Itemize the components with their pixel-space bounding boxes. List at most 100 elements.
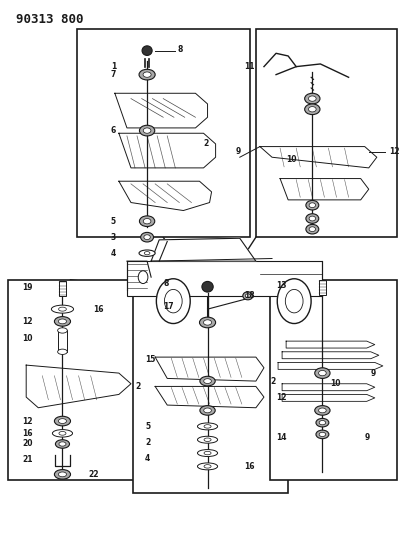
Ellipse shape <box>306 214 319 223</box>
Bar <box>319 280 326 295</box>
Ellipse shape <box>197 463 218 470</box>
Text: 1: 1 <box>111 62 116 71</box>
Ellipse shape <box>59 432 66 435</box>
Polygon shape <box>26 365 131 408</box>
Ellipse shape <box>204 465 211 468</box>
Bar <box>256 29 397 237</box>
Ellipse shape <box>51 305 73 313</box>
Ellipse shape <box>204 378 211 384</box>
Ellipse shape <box>319 421 326 425</box>
Bar <box>127 261 322 296</box>
Text: 17: 17 <box>163 302 174 311</box>
Polygon shape <box>280 179 369 200</box>
Text: 13: 13 <box>276 281 287 289</box>
Polygon shape <box>260 147 377 168</box>
Text: 7: 7 <box>111 70 116 79</box>
Ellipse shape <box>318 408 326 413</box>
Text: 15: 15 <box>145 356 156 364</box>
Ellipse shape <box>309 107 316 112</box>
Ellipse shape <box>197 423 218 430</box>
Ellipse shape <box>197 436 218 443</box>
Ellipse shape <box>58 472 66 477</box>
Text: 8: 8 <box>163 279 168 288</box>
Text: 6: 6 <box>111 126 116 135</box>
Ellipse shape <box>319 432 326 437</box>
Ellipse shape <box>316 418 329 427</box>
Text: 9: 9 <box>365 433 370 441</box>
Ellipse shape <box>58 319 66 324</box>
Text: 9: 9 <box>371 369 376 377</box>
Text: 22: 22 <box>89 470 99 479</box>
Text: 10: 10 <box>22 334 33 343</box>
Ellipse shape <box>59 442 66 446</box>
Ellipse shape <box>309 216 316 221</box>
Ellipse shape <box>305 104 320 115</box>
Ellipse shape <box>204 438 211 441</box>
Bar <box>77 29 250 237</box>
Ellipse shape <box>141 232 154 242</box>
Circle shape <box>156 279 190 324</box>
Ellipse shape <box>143 219 151 224</box>
Ellipse shape <box>58 307 66 311</box>
Text: 5: 5 <box>111 217 116 225</box>
Circle shape <box>285 289 303 313</box>
Ellipse shape <box>54 317 71 326</box>
Ellipse shape <box>200 376 215 386</box>
Ellipse shape <box>245 294 250 298</box>
Ellipse shape <box>305 93 320 104</box>
Text: 18: 18 <box>244 292 254 300</box>
Bar <box>133 280 288 493</box>
Polygon shape <box>282 384 375 391</box>
Text: 10: 10 <box>286 156 297 164</box>
Ellipse shape <box>58 419 66 423</box>
Ellipse shape <box>306 224 319 234</box>
Text: 11: 11 <box>244 62 254 71</box>
Polygon shape <box>282 352 379 359</box>
Ellipse shape <box>315 368 330 378</box>
Ellipse shape <box>139 69 155 80</box>
Text: 2: 2 <box>270 377 275 385</box>
Text: 21: 21 <box>22 456 33 464</box>
Text: 16: 16 <box>93 305 103 313</box>
Text: 2: 2 <box>145 438 150 447</box>
Text: 20: 20 <box>22 440 33 448</box>
Bar <box>58 330 67 352</box>
Ellipse shape <box>139 216 155 227</box>
Ellipse shape <box>54 470 71 479</box>
Text: 14: 14 <box>276 433 287 441</box>
Ellipse shape <box>306 200 319 210</box>
Bar <box>8 280 145 480</box>
Ellipse shape <box>139 125 155 136</box>
Polygon shape <box>119 133 216 168</box>
Ellipse shape <box>52 430 73 437</box>
Ellipse shape <box>316 430 329 439</box>
Polygon shape <box>151 238 256 261</box>
Ellipse shape <box>309 203 316 207</box>
Ellipse shape <box>200 406 215 415</box>
Ellipse shape <box>309 96 316 101</box>
Ellipse shape <box>197 449 218 456</box>
Ellipse shape <box>199 317 216 328</box>
Text: 9: 9 <box>236 148 241 156</box>
Ellipse shape <box>144 252 150 255</box>
Ellipse shape <box>204 408 211 413</box>
Text: 16: 16 <box>22 429 33 438</box>
Bar <box>270 280 397 480</box>
Text: 2: 2 <box>204 140 209 148</box>
Polygon shape <box>155 386 264 408</box>
Polygon shape <box>286 341 375 348</box>
Ellipse shape <box>143 128 151 133</box>
Text: 4: 4 <box>111 249 116 257</box>
Ellipse shape <box>202 281 213 292</box>
Polygon shape <box>155 357 264 381</box>
Text: 12: 12 <box>389 148 399 156</box>
Ellipse shape <box>315 406 330 415</box>
Polygon shape <box>282 394 375 401</box>
Ellipse shape <box>143 72 151 77</box>
Circle shape <box>138 271 148 284</box>
Text: 12: 12 <box>22 317 33 326</box>
Text: 4: 4 <box>145 454 150 463</box>
Polygon shape <box>278 362 383 369</box>
Ellipse shape <box>55 440 69 448</box>
Text: 3: 3 <box>111 233 116 241</box>
